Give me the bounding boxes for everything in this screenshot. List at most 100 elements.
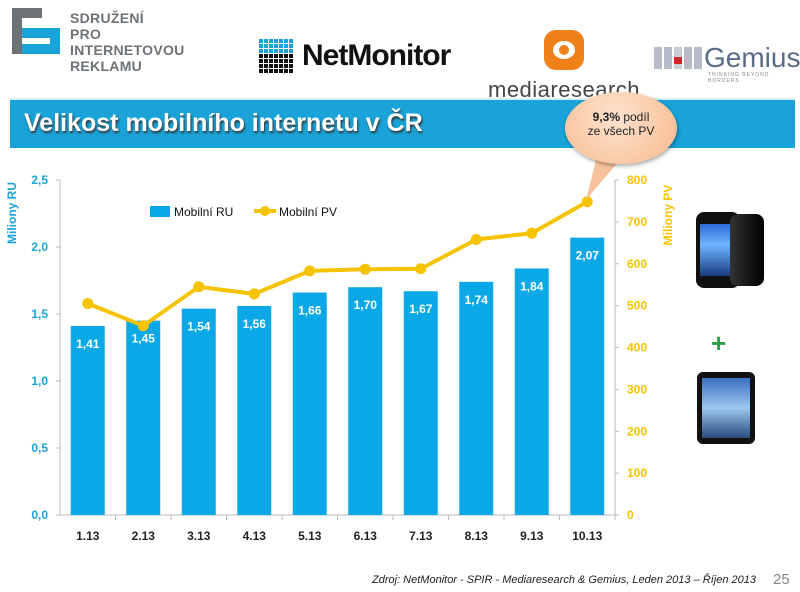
x-tick-label: 10.13 — [572, 529, 602, 543]
right-tick-label: 300 — [627, 382, 647, 396]
x-tick-label: 6.13 — [354, 529, 378, 543]
bar — [459, 281, 494, 515]
left-tick-label: 1,0 — [31, 374, 48, 388]
grid-cell — [274, 64, 278, 68]
bar-label: 1,67 — [409, 302, 433, 316]
bar-label: 1,74 — [465, 293, 489, 307]
bar — [514, 268, 549, 515]
grid-cell — [264, 69, 268, 73]
grid-cell — [269, 39, 273, 43]
bar — [348, 287, 383, 515]
grid-cell — [269, 69, 273, 73]
page-number: 25 — [773, 571, 790, 588]
grid-cell — [259, 69, 263, 73]
line-point — [581, 196, 593, 208]
slide-title: Velikost mobilního internetu v ČR — [24, 109, 423, 137]
grid-cell — [259, 44, 263, 48]
bar — [403, 291, 438, 515]
callout-bubble: 9,3% podíl ze všech PV — [565, 92, 677, 164]
legend-swatch-bar — [150, 206, 170, 217]
grid-cell — [274, 54, 278, 58]
gemius-mark-icon — [654, 47, 702, 69]
grid-cell — [264, 64, 268, 68]
grid-cell — [259, 39, 263, 43]
grid-cell — [264, 54, 268, 58]
grid-cell — [259, 49, 263, 53]
grid-cell — [269, 49, 273, 53]
grid-cell — [269, 64, 273, 68]
grid-cell — [274, 49, 278, 53]
right-tick-label: 800 — [627, 173, 647, 187]
line-point — [526, 227, 538, 239]
right-axis-title: Miliony PV — [661, 185, 675, 246]
grid-cell — [259, 59, 263, 63]
left-tick-label: 1,5 — [31, 307, 48, 321]
x-tick-label: 3.13 — [187, 529, 211, 543]
line-point — [470, 233, 482, 245]
grid-cell — [284, 59, 288, 63]
right-tick-label: 600 — [627, 257, 647, 271]
gemius-text: Gemius — [704, 42, 800, 73]
grid-cell — [289, 49, 293, 53]
grid-cell — [279, 59, 283, 63]
grid-cell — [264, 59, 268, 63]
callout-text-1: podíl — [620, 110, 650, 124]
x-tick-label: 1.13 — [76, 529, 100, 543]
grid-cell — [284, 44, 288, 48]
grid-cell — [279, 69, 283, 73]
bar-label: 1,41 — [76, 337, 100, 351]
right-tick-label: 100 — [627, 466, 647, 480]
grid-cell — [289, 69, 293, 73]
x-tick-label: 7.13 — [409, 529, 433, 543]
grid-cell — [284, 39, 288, 43]
bar — [126, 320, 161, 515]
grid-cell — [284, 69, 288, 73]
bar-label: 1,56 — [243, 317, 267, 331]
eye-icon — [544, 30, 584, 70]
gemius-logo: Gemius THINKING BEYOND BORDERS — [652, 42, 800, 84]
grid-cell — [289, 59, 293, 63]
grid-cell — [274, 44, 278, 48]
plus-sign: + — [711, 328, 727, 358]
netmonitor-grid-icon — [259, 39, 293, 73]
bar-label: 1,66 — [298, 304, 322, 318]
ipad-image — [697, 372, 755, 444]
x-tick-label: 9.13 — [520, 529, 544, 543]
source-footer: Zdroj: NetMonitor - SPIR - Mediaresearch… — [372, 574, 756, 586]
left-tick-label: 2,5 — [31, 173, 48, 187]
callout-text-2: ze všech PV — [587, 124, 655, 138]
grid-cell — [284, 54, 288, 58]
x-tick-label: 5.13 — [298, 529, 322, 543]
x-tick-label: 4.13 — [243, 529, 267, 543]
line-point — [359, 263, 371, 275]
left-axis-title: Miliony RU — [5, 182, 19, 244]
grid-cell — [289, 64, 293, 68]
legend-label-line: Mobilní PV — [279, 205, 337, 219]
grid-cell — [284, 49, 288, 53]
grid-cell — [259, 54, 263, 58]
spir-logo: SDRUŽENÍ PRO INTERNETOVOU REKLAMU — [10, 6, 184, 74]
left-tick-label: 2,0 — [31, 240, 48, 254]
x-tick-label: 8.13 — [465, 529, 489, 543]
right-tick-label: 400 — [627, 341, 647, 355]
grid-cell — [264, 39, 268, 43]
line-point — [137, 320, 149, 332]
bar-label: 2,07 — [576, 249, 600, 263]
line-point — [415, 263, 427, 275]
grid-cell — [289, 44, 293, 48]
spir-logo-mark — [12, 8, 60, 54]
x-tick-label: 2.13 — [132, 529, 156, 543]
iphone-back-image — [730, 214, 764, 286]
grid-cell — [264, 49, 268, 53]
left-tick-label: 0,0 — [31, 508, 48, 522]
legend-swatch-point — [260, 206, 270, 216]
bar — [570, 237, 605, 515]
line-point — [304, 265, 316, 277]
grid-cell — [279, 44, 283, 48]
bar — [70, 326, 105, 515]
spir-text-2: PRO INTERNETOVOU — [70, 26, 185, 58]
grid-cell — [274, 39, 278, 43]
right-tick-label: 500 — [627, 299, 647, 313]
